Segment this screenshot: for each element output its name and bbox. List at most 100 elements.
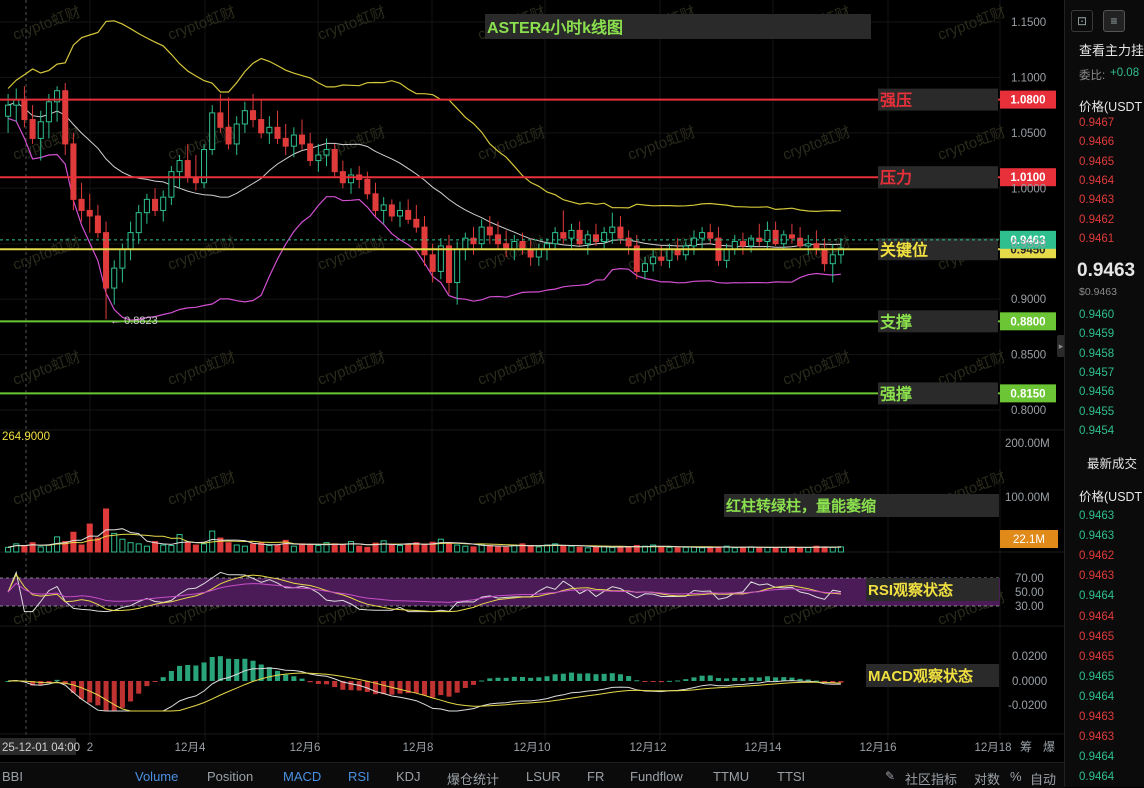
volume-bar[interactable] — [217, 537, 224, 553]
candle-body[interactable] — [699, 232, 706, 239]
volume-bar[interactable] — [143, 545, 150, 553]
candle-body[interactable] — [233, 123, 240, 145]
candle-body[interactable] — [511, 240, 518, 250]
candle-body[interactable] — [119, 248, 126, 269]
candle-body[interactable] — [152, 198, 159, 211]
volume-bar[interactable] — [674, 547, 681, 553]
volume-bar[interactable] — [454, 544, 461, 553]
candle-body[interactable] — [45, 101, 52, 123]
volume-bar[interactable] — [486, 544, 493, 553]
candle-body[interactable] — [650, 256, 657, 265]
candle-body[interactable] — [135, 212, 142, 234]
candle-body[interactable] — [584, 234, 591, 245]
ask-price[interactable]: 0.9466 — [1079, 136, 1115, 149]
candle-body[interactable] — [707, 232, 714, 239]
edit-icon[interactable]: ✎ — [885, 769, 896, 783]
candle-body[interactable] — [315, 154, 322, 162]
candle-body[interactable] — [764, 229, 771, 242]
volume-bar[interactable] — [152, 541, 159, 553]
candle-body[interactable] — [788, 234, 795, 239]
candle-body[interactable] — [421, 226, 428, 256]
candle-body[interactable] — [78, 198, 85, 211]
candle-body[interactable] — [772, 229, 779, 245]
volume-bar[interactable] — [503, 546, 510, 553]
volume-bar[interactable] — [445, 542, 453, 553]
volume-bar[interactable] — [723, 545, 730, 553]
candle-body[interactable] — [437, 245, 444, 272]
candle-body[interactable] — [225, 126, 232, 145]
candle-body[interactable] — [666, 248, 673, 261]
candle-body[interactable] — [494, 234, 502, 245]
candle-body[interactable] — [168, 171, 175, 198]
volume-bar[interactable] — [666, 546, 673, 553]
volume-bar[interactable] — [307, 544, 314, 553]
tab-position[interactable]: Position — [207, 769, 254, 784]
candle-body[interactable] — [576, 229, 583, 245]
volume-bar[interactable] — [396, 544, 404, 553]
volume-bar[interactable] — [552, 543, 559, 553]
volume-bar[interactable] — [119, 538, 126, 553]
candle-body[interactable] — [94, 215, 101, 234]
volume-bar[interactable] — [641, 545, 648, 553]
candle-body[interactable] — [396, 209, 404, 217]
candle-body[interactable] — [445, 245, 453, 284]
volume-bar[interactable] — [584, 547, 591, 553]
volume-bar[interactable] — [13, 543, 20, 553]
candle-body[interactable] — [217, 112, 224, 128]
volume-bar[interactable] — [364, 546, 371, 553]
tab-ttmu[interactable]: TTMU — [713, 769, 750, 784]
volume-bar[interactable] — [478, 544, 485, 553]
volume-bar[interactable] — [413, 542, 420, 553]
candle-body[interactable] — [388, 204, 395, 217]
candle-body[interactable] — [617, 226, 624, 239]
volume-bar[interactable] — [5, 546, 12, 553]
volume-bar[interactable] — [780, 546, 787, 553]
volume-bar[interactable] — [160, 544, 167, 553]
tab-bbi[interactable]: BBI — [2, 769, 23, 784]
kline-chart[interactable]: crypto虹财 crypto虹财 crypto虹财 crypto虹财 crypto虹财… — [0, 0, 1064, 762]
candle-body[interactable] — [364, 178, 371, 195]
candle-body[interactable] — [347, 174, 355, 184]
candle-body[interactable] — [723, 248, 730, 261]
volume-bar[interactable] — [633, 544, 640, 553]
volume-bar[interactable] — [756, 547, 763, 553]
ask-price[interactable]: 0.9464 — [1079, 174, 1115, 187]
tab-lsur[interactable]: LSUR — [526, 769, 561, 784]
candle-body[interactable] — [527, 248, 534, 258]
candle-body[interactable] — [478, 226, 485, 245]
candle-body[interactable] — [323, 148, 330, 156]
candle-body[interactable] — [250, 110, 257, 121]
volume-bar[interactable] — [617, 546, 624, 553]
ask-price[interactable]: 0.9462 — [1079, 213, 1115, 226]
volume-bar[interactable] — [62, 541, 69, 553]
candle-body[interactable] — [486, 226, 493, 236]
candle-body[interactable] — [298, 134, 306, 145]
volume-bar[interactable] — [527, 544, 534, 553]
volume-bar[interactable] — [797, 547, 804, 553]
candle-body[interactable] — [266, 126, 273, 134]
candle-body[interactable] — [413, 218, 420, 228]
volume-bar[interactable] — [339, 544, 346, 553]
volume-bar[interactable] — [290, 545, 297, 553]
candle-body[interactable] — [454, 248, 461, 284]
volume-bar[interactable] — [437, 538, 444, 553]
volume-bar[interactable] — [805, 546, 812, 553]
volume-bar[interactable] — [576, 546, 583, 553]
volume-bar[interactable] — [829, 546, 836, 553]
volume-bar[interactable] — [470, 546, 477, 553]
volume-bar[interactable] — [282, 539, 289, 553]
volume-bar[interactable] — [837, 546, 844, 553]
toggle-auto[interactable]: 自动 — [1030, 772, 1057, 787]
volume-bar[interactable] — [372, 542, 379, 553]
volume-bar[interactable] — [462, 545, 469, 553]
volume-bar[interactable] — [315, 544, 322, 553]
volume-bar[interactable] — [609, 546, 616, 553]
volume-bar[interactable] — [625, 546, 632, 553]
candle-body[interactable] — [241, 110, 248, 125]
ask-price[interactable]: 0.9467 — [1079, 117, 1115, 129]
candle-body[interactable] — [86, 209, 93, 217]
volume-bar[interactable] — [429, 541, 436, 553]
bid-price[interactable]: 0.9455 — [1079, 405, 1115, 418]
toggle-log[interactable]: 对数 — [974, 772, 1001, 787]
candle-body[interactable] — [258, 119, 265, 134]
